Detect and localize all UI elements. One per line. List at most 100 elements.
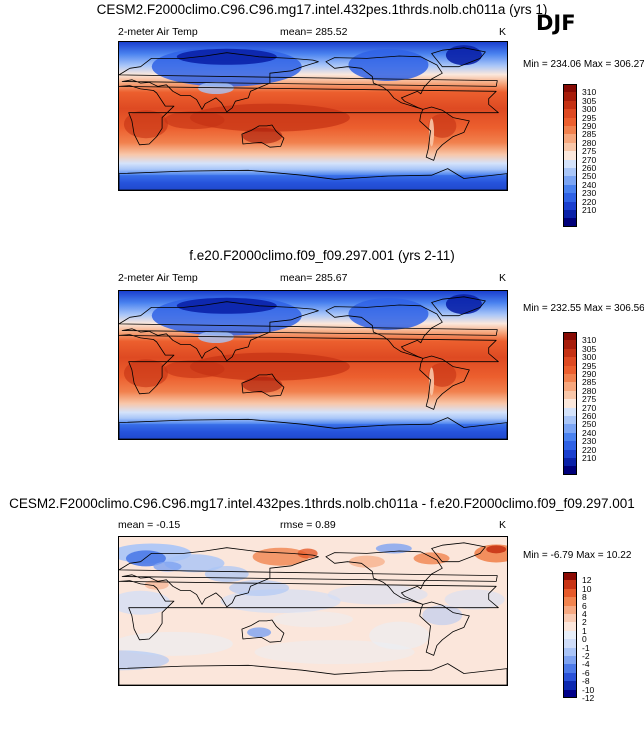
panel2-variable: 2-meter Air Temp — [118, 272, 198, 284]
panel1-map — [118, 41, 508, 191]
panel3-rmse: rmse = 0.89 — [280, 519, 336, 531]
colorbar-swatch — [563, 416, 577, 425]
colorbar-swatch — [563, 176, 577, 186]
colorbar-tick-label: 300 — [582, 352, 597, 363]
colorbar-swatch — [563, 84, 577, 93]
colorbar-tick-label: -2 — [582, 651, 590, 661]
colorbar-swatch — [563, 672, 577, 682]
panel2-map — [118, 290, 508, 440]
colorbar-swatch — [563, 664, 577, 674]
colorbar-tick-label: 220 — [582, 444, 597, 455]
colorbar-tick-label: 230 — [582, 188, 597, 199]
colorbar-swatch — [563, 605, 577, 615]
colorbar-swatch — [563, 572, 577, 581]
colorbar-swatch — [563, 218, 577, 228]
panel2-map-svg — [119, 291, 507, 439]
colorbar-swatch — [563, 458, 577, 467]
colorbar-tick-label: 310 — [582, 335, 597, 346]
panel3-minmax: Min = -6.79 Max = 10.22 — [523, 550, 632, 561]
colorbar-swatch — [563, 689, 577, 699]
colorbar-tick-label: 285 — [582, 129, 597, 140]
colorbar-swatch — [563, 100, 577, 110]
panel2-units: K — [499, 272, 507, 284]
panel3-units: K — [499, 519, 507, 531]
colorbar-swatch — [563, 92, 577, 102]
colorbar-swatch — [563, 407, 577, 417]
colorbar-tick-label: 290 — [582, 369, 597, 379]
colorbar-swatch — [563, 630, 577, 640]
colorbar-tick-label: -10 — [582, 684, 595, 695]
colorbar-tick-label: 2 — [582, 617, 587, 628]
colorbar-swatch — [563, 168, 577, 177]
colorbar-swatch — [563, 382, 577, 392]
colorbar-swatch — [563, 357, 577, 367]
colorbar-swatch — [563, 681, 577, 691]
colorbar-tick-label: 220 — [582, 196, 597, 207]
panel2-minmax: Min = 232.55 Max = 306.56 — [523, 303, 644, 314]
colorbar-swatch — [563, 390, 577, 400]
colorbar-tick-label: 0 — [582, 634, 587, 645]
colorbar-swatch — [563, 134, 577, 144]
colorbar-swatch — [563, 332, 577, 341]
panel1-title: CESM2.F2000climo.C96.C96.mg17.intel.432p… — [96, 2, 548, 17]
colorbar-tick-label: 270 — [582, 402, 597, 413]
colorbar-tick-label: 12 — [582, 575, 592, 586]
colorbar-swatch — [563, 159, 577, 169]
colorbar-swatch — [563, 466, 577, 476]
colorbar-swatch — [563, 449, 577, 459]
colorbar-swatch — [563, 126, 577, 135]
colorbar-tick-label: 240 — [582, 427, 597, 438]
colorbar-tick-label: 10 — [582, 583, 592, 594]
colorbar-tick-label: 210 — [582, 205, 597, 215]
colorbar-tick-label: 8 — [582, 592, 587, 603]
colorbar-tick-label: 300 — [582, 104, 597, 115]
panel1-mean: mean= 285.52 — [280, 26, 348, 38]
colorbar-tick-label: 275 — [582, 394, 597, 405]
colorbar-swatch — [563, 432, 577, 442]
colorbar-tick-label: 305 — [582, 95, 597, 106]
colorbar-swatch — [563, 201, 577, 211]
colorbar-swatch — [563, 580, 577, 590]
panel2-mean: mean= 285.67 — [280, 272, 348, 284]
colorbar-swatch — [563, 193, 577, 203]
colorbar-swatch — [563, 340, 577, 350]
colorbar-swatch — [563, 348, 577, 358]
colorbar-swatch — [563, 117, 577, 127]
colorbar-swatch — [563, 151, 577, 161]
colorbar-swatch — [563, 622, 577, 632]
colorbar-swatch — [563, 142, 577, 152]
colorbar-swatch — [563, 597, 577, 607]
colorbar-tick-label: 250 — [582, 171, 597, 182]
colorbar-tick-label: 250 — [582, 419, 597, 430]
colorbar-swatch — [563, 656, 577, 665]
colorbar-tick-label: 290 — [582, 121, 597, 131]
colorbar-tick-label: 275 — [582, 146, 597, 157]
colorbar-tick-label: 260 — [582, 163, 597, 173]
colorbar-swatch — [563, 647, 577, 657]
colorbar-tick-label: 305 — [582, 343, 597, 354]
colorbar-tick-label: 260 — [582, 411, 597, 421]
colorbar-tick-label: -1 — [582, 642, 590, 653]
colorbar-tick-label: 240 — [582, 179, 597, 190]
colorbar-tick-label: 270 — [582, 154, 597, 165]
colorbar-tick-label: 310 — [582, 87, 597, 98]
colorbar-tick-label: 285 — [582, 377, 597, 388]
colorbar-tick-label: 280 — [582, 137, 597, 148]
panel1-minmax: Min = 234.06 Max = 306.27 — [523, 59, 644, 70]
colorbar-tick-label: 295 — [582, 112, 597, 123]
colorbar-tick-label: 230 — [582, 436, 597, 447]
colorbar-swatch — [563, 109, 577, 119]
panel1-units: K — [499, 26, 507, 38]
colorbar-swatch — [563, 441, 577, 451]
colorbar-tick-label: -12 — [582, 693, 595, 703]
colorbar-swatch — [563, 588, 577, 598]
colorbar-swatch — [563, 399, 577, 409]
colorbar-swatch — [563, 210, 577, 219]
colorbar-swatch — [563, 374, 577, 383]
colorbar-tick-label: -4 — [582, 659, 590, 670]
colorbar-tick-label: 280 — [582, 385, 597, 396]
colorbar-swatch — [563, 614, 577, 623]
panel1-variable: 2-meter Air Temp — [118, 26, 198, 38]
colorbar-swatch — [563, 424, 577, 434]
colorbar-swatch — [563, 365, 577, 375]
